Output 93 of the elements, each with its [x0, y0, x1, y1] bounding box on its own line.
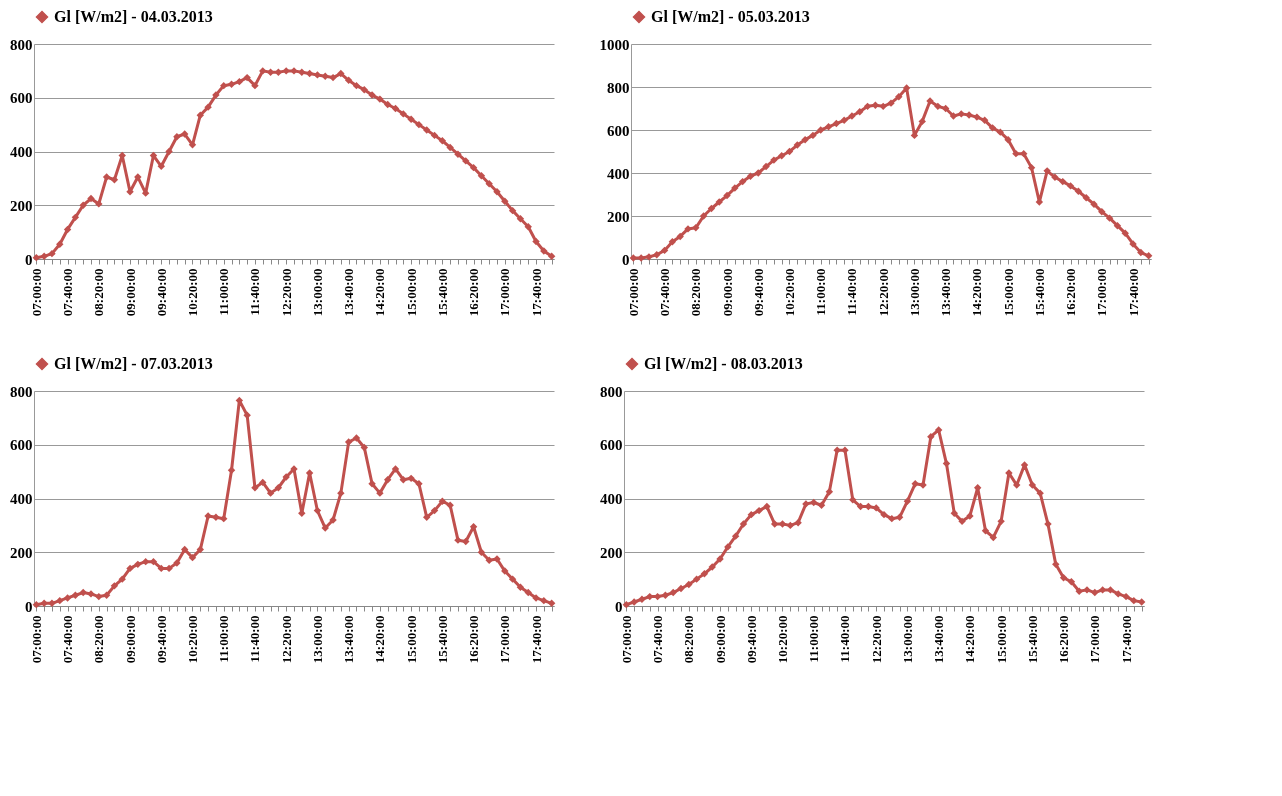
x-tick-label: 17:00:00	[1094, 268, 1110, 317]
x-tick-label: 11:00:00	[216, 268, 232, 316]
x-tick-label: 14:20:00	[962, 615, 978, 664]
y-tick-label: 400	[607, 165, 630, 182]
x-tick-label: 07:40:00	[60, 615, 76, 664]
x-tick-label: 15:00:00	[1000, 268, 1016, 317]
x-tick-label: 10:20:00	[185, 615, 200, 664]
x-tick-label: 15:40:00	[434, 268, 450, 317]
y-tick-label: 600	[600, 437, 623, 454]
x-tick-label: 11:40:00	[844, 268, 860, 316]
y-tick-label: 800	[10, 36, 33, 53]
legend-label: Gl [W/m2] - 08.03.2013	[644, 355, 803, 372]
y-tick-label: 200	[600, 544, 623, 561]
x-tick-label: 09:00:00	[719, 268, 735, 317]
x-tick-label: 15:00:00	[403, 268, 419, 317]
x-tick-label: 17:00:00	[497, 268, 513, 317]
x-tick-label: 12:20:00	[875, 268, 891, 317]
x-tick-label: 11:40:00	[837, 615, 853, 663]
x-tick-label: 15:00:00	[993, 615, 1009, 664]
x-tick-label: 11:00:00	[806, 615, 822, 663]
x-tick-label: 07:40:00	[650, 615, 666, 664]
x-tick-label: 07:00:00	[618, 615, 634, 664]
y-tick-label: 0	[615, 598, 623, 615]
x-tick-label: 13:40:00	[931, 615, 947, 664]
x-tick-label: 10:20:00	[185, 268, 200, 317]
y-tick-label: 600	[607, 122, 630, 139]
y-tick-label: 400	[10, 491, 33, 507]
x-tick-label: 09:40:00	[153, 268, 169, 317]
x-tick-label: 15:40:00	[434, 615, 450, 664]
x-tick-label: 11:40:00	[247, 268, 263, 316]
x-tick-label: 17:00:00	[1087, 615, 1103, 664]
x-tick-label: 10:20:00	[775, 615, 790, 664]
x-tick-label: 09:00:00	[712, 615, 728, 664]
x-tick-label: 12:20:00	[868, 615, 884, 664]
y-tick-label: 800	[600, 383, 623, 400]
y-tick-label: 1000	[599, 36, 630, 53]
x-tick-label: 15:40:00	[1031, 268, 1047, 317]
x-tick-label: 15:40:00	[1024, 615, 1040, 664]
x-tick-label: 11:00:00	[813, 268, 829, 316]
x-tick-label: 11:00:00	[216, 615, 232, 663]
y-tick-label: 400	[10, 144, 33, 160]
y-tick-label: 0	[622, 251, 630, 268]
y-tick-label: 800	[607, 79, 630, 96]
x-tick-label: 16:20:00	[466, 615, 482, 664]
x-tick-label: 17:40:00	[1118, 615, 1134, 664]
x-tick-label: 17:40:00	[528, 615, 544, 664]
x-tick-label: 11:40:00	[247, 615, 263, 663]
y-tick-label: 0	[25, 598, 33, 615]
y-tick-label: 600	[10, 437, 33, 454]
legend-label: Gl [W/m2] - 05.03.2013	[651, 8, 810, 25]
x-tick-label: 13:40:00	[938, 268, 954, 317]
y-tick-label: 400	[600, 491, 623, 507]
x-tick-label: 13:40:00	[341, 615, 357, 664]
x-tick-label: 09:40:00	[153, 615, 169, 664]
x-tick-label: 14:20:00	[969, 268, 985, 317]
x-tick-label: 16:20:00	[466, 268, 482, 317]
x-tick-label: 14:20:00	[372, 268, 388, 317]
x-tick-label: 17:00:00	[497, 615, 513, 664]
x-tick-label: 07:00:00	[28, 615, 44, 664]
y-tick-label: 200	[10, 544, 33, 561]
x-tick-label: 07:00:00	[625, 268, 641, 317]
y-tick-label: 200	[607, 208, 630, 225]
x-tick-label: 09:00:00	[122, 615, 138, 664]
y-tick-label: 800	[10, 383, 33, 400]
x-tick-label: 09:40:00	[743, 615, 759, 664]
x-tick-label: 13:00:00	[899, 615, 915, 664]
y-tick-label: 0	[25, 251, 33, 268]
x-tick-label: 15:00:00	[403, 615, 419, 664]
x-tick-label: 12:20:00	[278, 268, 294, 317]
x-tick-label: 17:40:00	[528, 268, 544, 317]
x-tick-label: 10:20:00	[782, 268, 797, 317]
legend-label: Gl [W/m2] - 04.03.2013	[54, 8, 213, 25]
y-tick-label: 200	[10, 197, 33, 214]
x-tick-label: 08:20:00	[91, 268, 107, 317]
x-tick-label: 09:00:00	[122, 268, 138, 317]
x-tick-label: 13:00:00	[309, 268, 325, 317]
legend-label: Gl [W/m2] - 07.03.2013	[54, 355, 213, 372]
x-tick-label: 08:20:00	[681, 615, 697, 664]
x-tick-label: 07:00:00	[28, 268, 44, 317]
x-tick-label: 08:20:00	[688, 268, 704, 317]
x-tick-label: 07:40:00	[657, 268, 673, 317]
x-tick-label: 09:40:00	[750, 268, 766, 317]
x-tick-label: 17:40:00	[1125, 268, 1141, 317]
x-tick-label: 13:00:00	[309, 615, 325, 664]
x-tick-label: 07:40:00	[60, 268, 76, 317]
x-tick-label: 12:20:00	[278, 615, 294, 664]
x-tick-label: 14:20:00	[372, 615, 388, 664]
x-tick-label: 16:20:00	[1056, 615, 1072, 664]
x-tick-label: 13:00:00	[906, 268, 922, 317]
x-tick-label: 13:40:00	[341, 268, 357, 317]
x-tick-label: 16:20:00	[1063, 268, 1079, 317]
y-tick-label: 600	[10, 90, 33, 107]
x-tick-label: 08:20:00	[91, 615, 107, 664]
